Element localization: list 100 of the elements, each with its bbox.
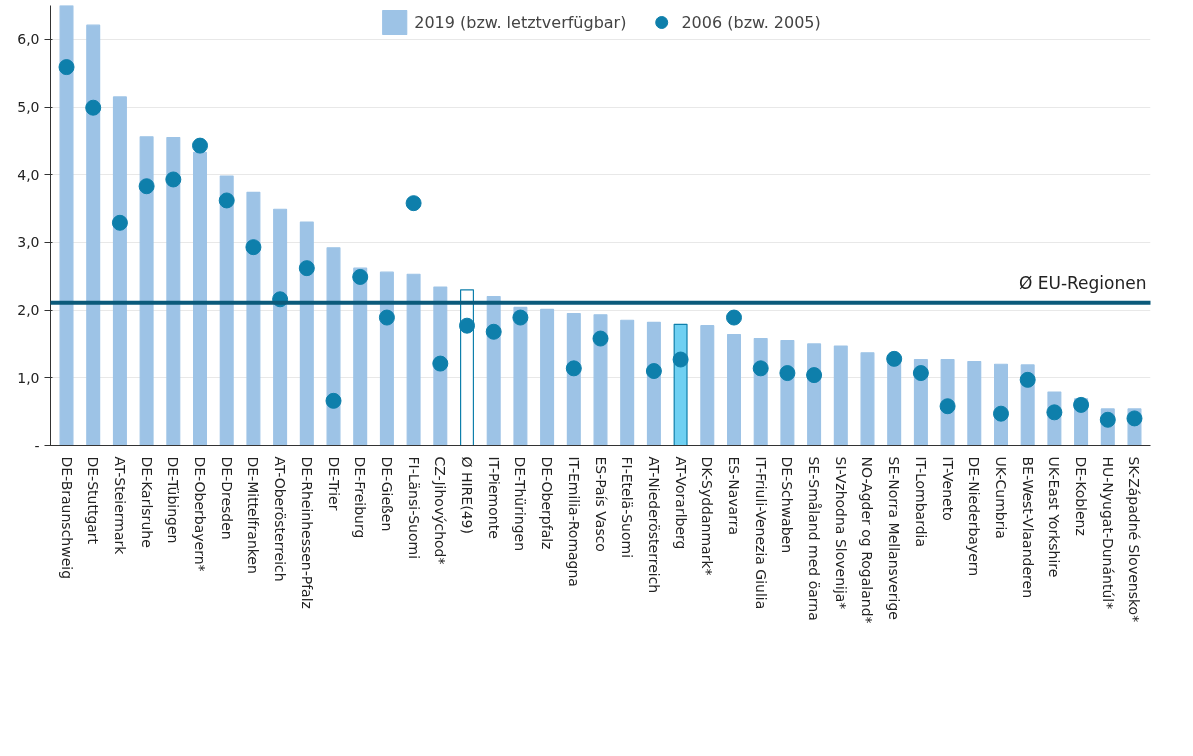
point: [779, 365, 796, 382]
point: [165, 171, 182, 188]
y-tick-label: 3,0: [17, 234, 40, 251]
bar: [726, 333, 741, 446]
bar: [166, 136, 181, 446]
x-tick-label: SE-Norra Mellansverige: [886, 456, 903, 620]
x-tick-label: IT-Lombardia: [912, 456, 929, 548]
x-tick-label: FI-Länsi-Suomi: [405, 456, 422, 560]
x-tick-label: IT-Veneto: [939, 456, 956, 521]
bar: [112, 96, 127, 446]
y-tick-label: -: [34, 437, 40, 454]
y-tick-label: 2,0: [17, 302, 40, 319]
bar: [406, 273, 421, 446]
point: [1073, 396, 1090, 413]
x-tick-label: DE-Stuttgart: [85, 456, 102, 545]
x-tick-label: ES-País Vasco: [592, 456, 609, 552]
x-tick-label: AT-Vorarlberg: [672, 456, 689, 550]
bar: [620, 319, 635, 446]
bar: [219, 175, 234, 446]
point: [325, 392, 342, 409]
x-tick-label: DE-Koblenz: [1073, 456, 1090, 536]
x-tick-label: IT-Piemonte: [485, 456, 502, 539]
x-tick-label: DE-Braunschweig: [58, 456, 75, 580]
point: [85, 99, 102, 116]
point: [672, 351, 689, 368]
y-tick-label: 1,0: [17, 369, 40, 386]
x-tick-label: DE-Oberpfalz: [539, 456, 556, 550]
bar: [139, 136, 154, 446]
y-tick-label: 6,0: [17, 31, 40, 48]
point: [1019, 371, 1036, 388]
x-tick-label: SE-Småland med öarna: [806, 456, 823, 621]
point: [512, 309, 529, 326]
x-tick-label: DE-Mittelfranken: [245, 456, 262, 574]
point: [405, 195, 422, 212]
legend-label: 2019 (bzw. letztverfügbar): [414, 12, 627, 32]
legend-label: 2006 (bzw. 2005): [681, 12, 821, 32]
point: [565, 360, 582, 377]
point: [726, 309, 742, 326]
bar: [299, 221, 314, 446]
x-tick-label: AT-Steiermark: [111, 456, 128, 556]
point: [752, 360, 769, 377]
x-tick-label: DE-Schwaben: [779, 456, 796, 554]
x-tick-label: IT-Emilia-Romagna: [565, 456, 582, 587]
point: [58, 59, 75, 76]
point: [298, 260, 315, 277]
x-tick-label: SK-Západné Slovensko*: [1126, 456, 1143, 623]
x-tick-label: DE-Rheinhessen-Pfalz: [298, 456, 315, 609]
x-tick-label: SI-Vzhodna Slovenija*: [832, 456, 849, 610]
bar: [967, 360, 982, 446]
point: [886, 350, 903, 367]
point: [912, 365, 929, 382]
x-tick-label: DE-Gießen: [378, 456, 395, 532]
point: [111, 214, 128, 231]
point: [378, 309, 395, 326]
point: [485, 323, 502, 340]
point: [138, 178, 155, 195]
bar: [700, 325, 715, 446]
y-tick-label: 5,0: [17, 99, 40, 116]
ref-line-label: Ø EU-Regionen: [1018, 272, 1147, 293]
x-tick-label: IT-Friuli-Venezia Giulia: [752, 456, 769, 610]
x-tick-label: ES-Navarra: [726, 456, 742, 536]
x-tick-label: HU-Nyugat-Dunántúl*: [1099, 456, 1116, 610]
y-tick-label: 4,0: [17, 166, 40, 183]
point: [806, 367, 823, 384]
x-tick-label: DE-Thüringen: [512, 456, 529, 552]
point: [939, 398, 956, 415]
bar: [860, 352, 875, 446]
point: [1099, 411, 1116, 428]
x-tick-label: DE-Trier: [325, 456, 342, 511]
bar: [833, 345, 848, 446]
bar: [86, 24, 101, 446]
bar: [59, 5, 74, 446]
point: [1046, 404, 1063, 421]
point: [218, 192, 235, 209]
point: [192, 137, 209, 154]
x-tick-label: UK-East Yorkshire: [1046, 456, 1063, 578]
x-tick-label: DE-Oberbayern*: [192, 456, 209, 572]
bar: [273, 208, 288, 446]
point: [459, 317, 475, 334]
x-tick-label: DE-Tübingen: [165, 456, 182, 544]
point: [432, 355, 449, 372]
x-tick-label: DE-Karlsruhe: [138, 456, 155, 548]
x-tick-label: Ø HIRE(49): [459, 456, 475, 534]
x-tick-label: DE-Niederbayern: [966, 456, 983, 577]
x-tick-label: FI-Etelä-Suomi: [619, 456, 636, 559]
x-tick-label: CZ-Jihovýchod*: [432, 456, 449, 565]
bar: [246, 191, 261, 446]
x-tick-label: BE-West-Vlaanderen: [1019, 456, 1036, 599]
x-tick-label: DE-Freiburg: [352, 456, 369, 539]
point: [352, 268, 369, 285]
point: [1126, 410, 1143, 427]
point: [992, 405, 1009, 422]
x-tick-label: DE-Dresden: [218, 456, 235, 540]
x-tick-label: DK-Syddanmark*: [699, 456, 716, 576]
point: [245, 239, 262, 256]
x-tick-label: AT-Oberösterreich: [272, 456, 289, 582]
bar: [193, 151, 208, 446]
x-tick-label: UK-Cumbria: [992, 456, 1009, 539]
x-tick-label: AT-Niederösterreich: [645, 456, 662, 594]
bar: [540, 308, 555, 446]
